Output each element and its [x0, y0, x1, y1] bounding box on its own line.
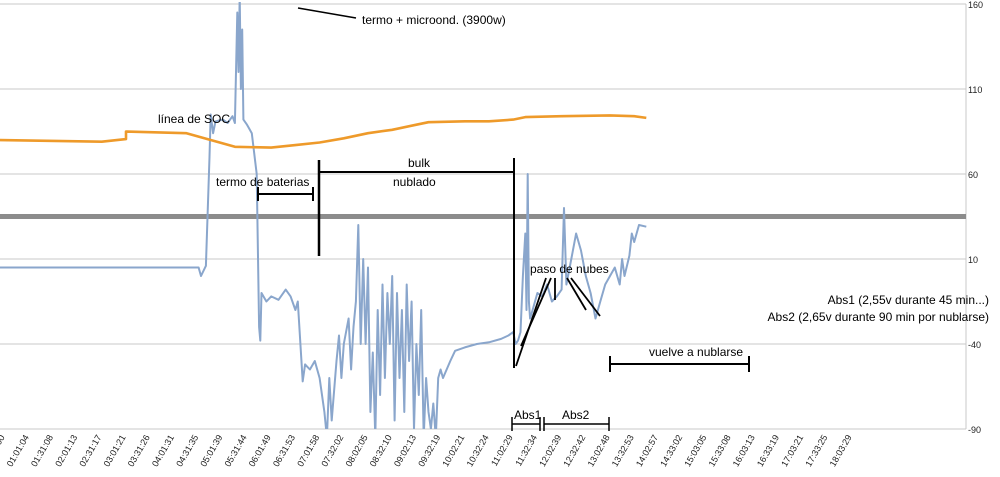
annotations: termo + microond. (3900w) línea de SOC b… — [158, 7, 989, 431]
y-tick-label: 110 — [968, 85, 982, 95]
x-tick-label: 15:03:05 — [682, 433, 708, 468]
x-tick-label: 13:02:48 — [586, 433, 612, 468]
x-tick-label: 10:32:24 — [465, 433, 491, 468]
annotation-line-termo-micro — [297, 7, 357, 19]
annotation-termo-micro: termo + microond. (3900w) — [362, 13, 506, 27]
x-tick-label: 16:33:19 — [755, 433, 781, 468]
x-tick-label: 04:31:35 — [174, 433, 200, 468]
x-tick-label: 02:01:13 — [53, 433, 79, 468]
x-tick-label: 01:01:04 — [5, 433, 31, 468]
series-layer — [0, 2, 647, 429]
x-tick-label: 17:33:25 — [803, 433, 829, 468]
x-tick-label: 05:01:39 — [198, 433, 224, 468]
y-tick-labels: 160 110 60 10 -40 -90 — [968, 0, 983, 435]
y-tick-label: 60 — [968, 170, 978, 180]
y-tick-label: 160 — [968, 0, 983, 10]
x-tick-label: 07:32:02 — [319, 433, 345, 468]
nubes-pointer-2 — [520, 277, 552, 347]
annotation-termo-bat: termo de baterias — [216, 175, 309, 189]
x-tick-label: 06:01:49 — [247, 433, 273, 468]
grid-lines — [0, 3, 967, 430]
x-tick-label: 09:02:13 — [392, 433, 418, 468]
x-tick-label: 12:32:42 — [561, 433, 587, 468]
series-line-power — [0, 2, 647, 429]
y-tick-label: 10 — [968, 255, 978, 265]
y-tick-label: -40 — [968, 340, 981, 350]
nubes-pointer-5 — [570, 277, 601, 317]
y-tick-label: -90 — [968, 425, 981, 435]
annotation-soc-label: línea de SOC — [158, 112, 230, 126]
x-tick-label: 14:33:02 — [658, 433, 684, 468]
x-tick-label: 15:33:08 — [707, 433, 733, 468]
x-tick-label: 11:32:34 — [513, 433, 539, 468]
annotation-abs1: Abs1 — [514, 408, 542, 422]
x-tick-label: 13:32:53 — [610, 433, 636, 468]
annotation-abs2: Abs2 — [562, 408, 590, 422]
x-tick-label: 02:31:17 — [77, 433, 103, 468]
x-tick-label: 16:03:13 — [731, 433, 757, 468]
annotation-nublado: nublado — [393, 175, 436, 189]
x-tick-label: 12:02:39 — [537, 433, 563, 468]
x-tick-label: 03:01:21 — [102, 433, 128, 468]
x-tick-label: 14:02:57 — [634, 433, 660, 468]
x-tick-label: 08:02:05 — [344, 433, 370, 468]
annotation-bulk: bulk — [408, 156, 431, 170]
x-tick-label: 08:32:10 — [368, 433, 394, 468]
x-tick-label: 17:03:21 — [779, 433, 805, 468]
nubes-pointer-4 — [566, 277, 587, 311]
annotation-vuelve: vuelve a nublarse — [649, 345, 743, 359]
x-tick-label: 04:01:31 — [150, 433, 176, 468]
x-tick-label: 09:32:19 — [416, 433, 442, 468]
series-line-soc — [0, 114, 647, 149]
annotation-abs1-note: Abs1 (2,55v durante 45 min...) — [828, 293, 989, 307]
x-tick-label: 03:31:26 — [126, 433, 152, 468]
annotation-paso-nubes: paso de nubes — [530, 262, 609, 276]
x-tick-label: 06:31:53 — [271, 433, 297, 468]
x-tick-label: 18:03:29 — [828, 433, 854, 468]
x-tick-label: 10:02:21 — [440, 433, 466, 468]
x-tick-label: 01:31:08 — [29, 433, 55, 468]
annotation-abs2-note: Abs2 (2,65v durante 90 min por nublarse) — [768, 310, 989, 324]
x-tick-label: 11:02:29 — [489, 433, 515, 468]
x-tick-labels: 00:31:0001:01:0401:31:0802:01:1302:31:17… — [0, 433, 854, 468]
x-tick-label: 05:31:44 — [223, 433, 249, 468]
x-tick-label: 07:01:58 — [295, 433, 321, 468]
